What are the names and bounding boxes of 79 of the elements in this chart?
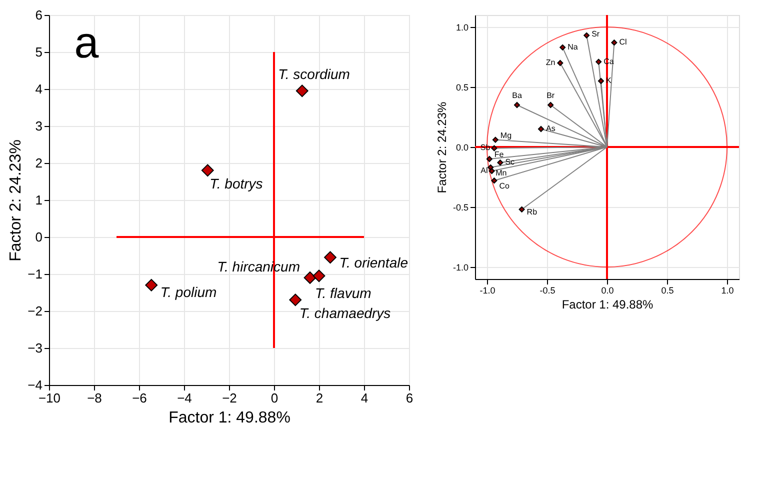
series-label: T. botrys (210, 175, 263, 192)
y-axis-title: Factor 2: 24.23% (8, 140, 25, 262)
x-axis-title: Factor 1: 49.88% (168, 410, 290, 426)
x-tick-label: −2 (222, 390, 237, 406)
y-tick-label: −1 (28, 266, 42, 282)
point (486, 156, 492, 162)
point (560, 44, 566, 50)
point (201, 164, 214, 177)
series-label: T. polium (160, 284, 217, 300)
point (488, 164, 494, 170)
series-label: Co (499, 182, 510, 191)
y-tick-label: 0 (35, 230, 42, 244)
x-axis-title: Factor 1: 49.88% (562, 298, 654, 312)
series-label: T. orientale (339, 254, 408, 270)
series-label: Sc (505, 158, 515, 167)
point (514, 102, 520, 108)
y-tick-label: 0.5 (456, 82, 468, 92)
point (497, 160, 504, 166)
y-tick-label: 5 (35, 44, 42, 60)
series-label: T. chamaedrys (299, 304, 391, 321)
x-tick-label: 6 (406, 390, 414, 406)
y-tick-label: −4 (28, 378, 42, 392)
y-tick-label: 1 (35, 192, 42, 208)
point (492, 136, 498, 143)
point (296, 84, 308, 98)
y-tick-label: 4 (35, 82, 42, 96)
y-tick-label: -0.5 (452, 202, 468, 212)
y-tick-label: −3 (28, 340, 42, 356)
x-tick-label: -0.5 (540, 286, 556, 296)
x-tick-label: −10 (38, 390, 61, 406)
point (518, 206, 525, 212)
series-label: Zn (546, 58, 556, 67)
point (324, 251, 336, 264)
x-tick-label: 0 (270, 390, 278, 406)
point (611, 40, 618, 46)
x-tick-label: -1.0 (480, 286, 496, 296)
x-tick-label: −4 (177, 390, 192, 406)
series-label: Fe (494, 150, 504, 159)
point (488, 168, 495, 174)
point (584, 32, 590, 38)
x-tick-label: 4 (360, 390, 368, 406)
y-tick-label: 0.0 (456, 142, 468, 152)
y-tick-label: 2 (35, 156, 42, 170)
series-label: Mn (496, 168, 507, 178)
point (596, 58, 602, 65)
point (304, 272, 316, 284)
series-label: Mg (500, 130, 512, 140)
series-label: Sr (592, 29, 600, 38)
series-label: T. flavum (315, 284, 372, 301)
series-label: T. scordium (278, 66, 350, 82)
series-label: Al (480, 166, 488, 175)
series-label: Rb (526, 207, 538, 216)
series-label: Br (546, 91, 555, 100)
annotation: a (74, 18, 100, 68)
point (538, 126, 544, 132)
y-tick-label: 3 (35, 118, 42, 134)
point (491, 145, 498, 152)
point (491, 178, 498, 184)
point (312, 270, 326, 282)
point (598, 78, 604, 84)
series-label: Na (568, 42, 578, 52)
x-tick-label: 2 (316, 390, 324, 406)
y-tick-label: 6 (35, 8, 42, 22)
x-tick-label: 0.5 (661, 286, 674, 296)
point (289, 294, 302, 306)
point (557, 60, 564, 66)
y-tick-label: 1.0 (456, 22, 468, 32)
y-tick-label: -1.0 (452, 262, 468, 272)
x-tick-label: 0.0 (601, 286, 614, 296)
y-tick-label: −2 (28, 304, 42, 318)
series-label: Ba (512, 91, 522, 100)
point (548, 102, 554, 108)
series-label: As (546, 124, 556, 133)
series-label: Cl (619, 38, 627, 47)
x-tick-label: −6 (132, 390, 147, 406)
y-axis-title: Factor 2: 24.23% (434, 101, 449, 194)
point (145, 278, 158, 292)
x-tick-label: −8 (87, 390, 102, 406)
x-tick-label: 1.0 (721, 286, 734, 296)
